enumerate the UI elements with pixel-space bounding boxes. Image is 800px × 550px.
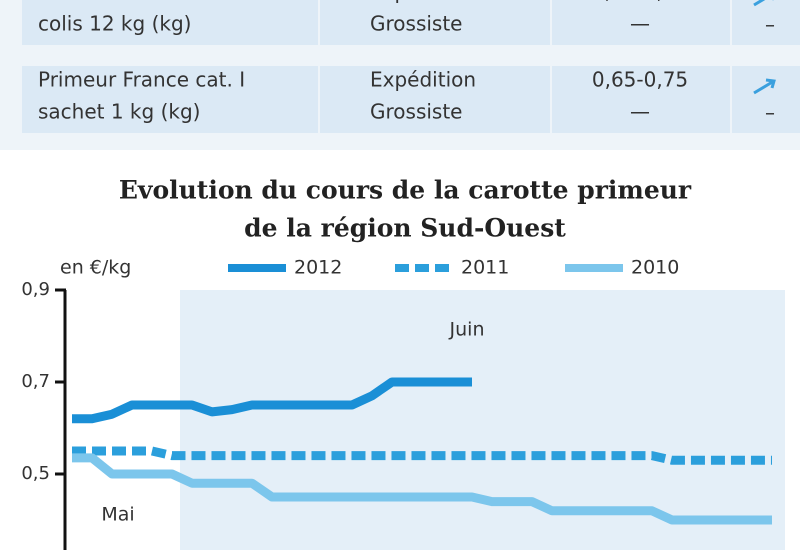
series-line (72, 377, 472, 424)
chart: Evolution du cours de la carotte primeur… (21, 176, 772, 550)
chart-title: Evolution du cours de la carotte primeur (119, 176, 692, 205)
trend-dash: – (765, 13, 775, 37)
cell-text: 0,65-0,75 (592, 0, 688, 4)
annotation: Juin (449, 319, 485, 341)
june-band (180, 290, 785, 550)
trend-arrow (753, 78, 776, 95)
cell-text: colis 12 kg (kg) (38, 12, 191, 36)
legend-label: 2011 (461, 257, 509, 279)
y-tick-label: 0,5 (21, 463, 50, 484)
table-cell (320, 0, 550, 45)
trend-dash: – (765, 101, 775, 125)
table-cell (320, 66, 550, 133)
cell-text: Expédition (370, 68, 476, 92)
cell-text: Primeur France cat. I (38, 0, 245, 4)
cell-text: Grossiste (370, 12, 462, 36)
legend-label: 2012 (294, 257, 342, 279)
table: Primeur France cat. I colis 12 kg (kg) Exp… (22, 0, 800, 133)
table-cell (552, 0, 730, 45)
annotation: Mai (101, 504, 134, 526)
series-line (72, 453, 772, 525)
cell-text: — (630, 12, 650, 36)
cell-text: sachet 1 kg (kg) (38, 100, 200, 124)
table-cell (732, 66, 800, 133)
table-cell (22, 0, 318, 45)
series-line (72, 446, 772, 465)
chart-title: de la région Sud-Ouest (244, 214, 566, 243)
cell-text: — (630, 100, 650, 124)
legend-label: 2010 (631, 257, 679, 279)
y-tick-label: 0,9 (21, 279, 50, 300)
table-cell (22, 66, 318, 133)
table-cell (552, 66, 730, 133)
table-cell (732, 0, 800, 45)
y-tick-label: 0,7 (21, 371, 50, 392)
cell-text: Grossiste (370, 100, 462, 124)
cell-text: Primeur France cat. I (38, 68, 245, 92)
trend-arrow (753, 0, 774, 7)
y-axis-unit: en €/kg (60, 257, 131, 279)
cell-text: 0,65-0,75 (592, 68, 688, 92)
cell-text: Expédition (370, 0, 476, 4)
